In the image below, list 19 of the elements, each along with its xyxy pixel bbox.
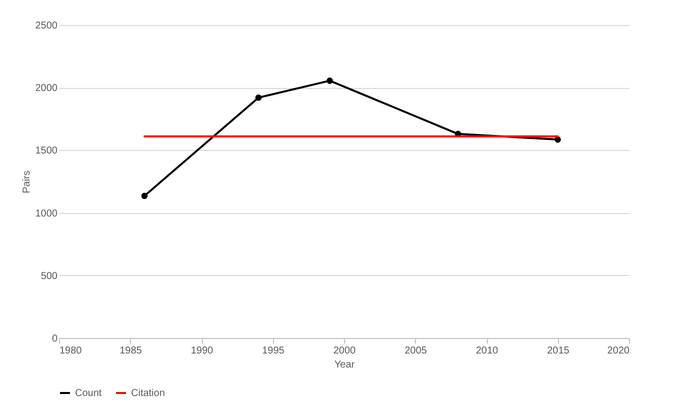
x-axis-title: Year xyxy=(334,360,356,370)
y-tick-label: 2500 xyxy=(35,20,58,32)
x-tick-label: 2005 xyxy=(404,346,428,356)
x-tick-label: 2020 xyxy=(607,346,630,356)
x-tick-label: 2010 xyxy=(476,346,499,356)
y-tick-label: 2000 xyxy=(35,83,58,94)
x-tick-label: 2015 xyxy=(547,346,570,356)
x-tick-label: 1980 xyxy=(60,346,82,356)
x-tick-label: 1990 xyxy=(190,346,214,356)
x-tick-label: 1985 xyxy=(120,346,142,356)
y-tick-label: 1500 xyxy=(35,146,58,157)
y-tick-label: 500 xyxy=(40,270,58,282)
y-axis-title: Pairs xyxy=(21,170,32,194)
y-tick-label: 0 xyxy=(52,334,58,344)
legend-label: Count xyxy=(75,388,102,399)
y-tick-label: 1000 xyxy=(35,208,58,220)
x-tick-label: 1995 xyxy=(262,346,285,356)
legend-label: Citation xyxy=(131,388,165,399)
x-tick-label: 2000 xyxy=(333,346,356,356)
